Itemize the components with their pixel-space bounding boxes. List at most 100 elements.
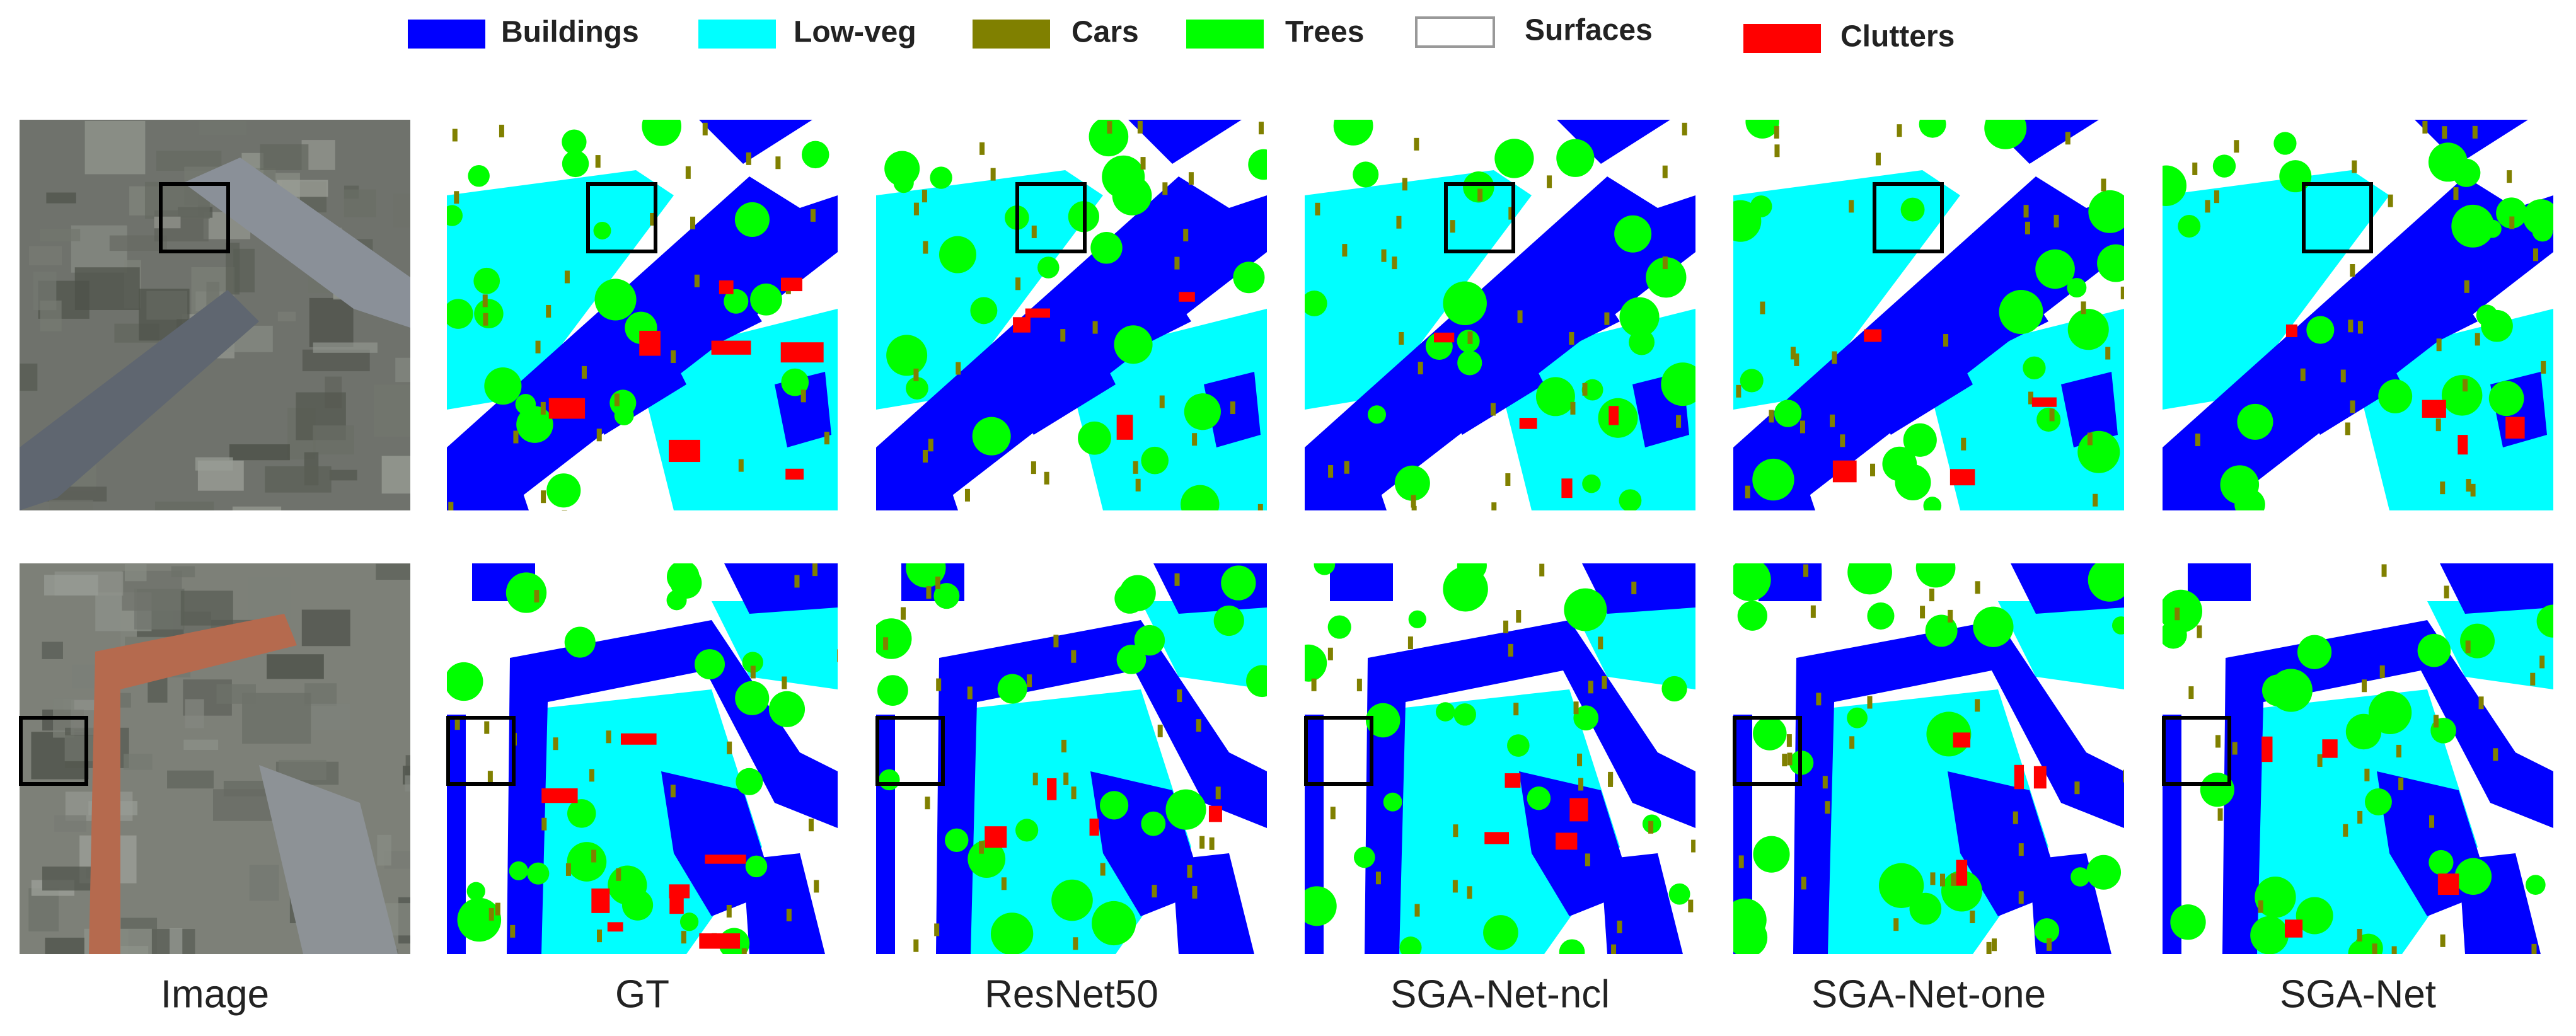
seg-car: [2398, 777, 2404, 790]
seg-tree: [2365, 788, 2392, 815]
seg-clutter: [2285, 919, 2303, 938]
seg-tree: [447, 299, 473, 329]
seg-tree: [1483, 915, 1518, 950]
seg-tree: [2452, 158, 2481, 187]
seg-clutter: [2458, 435, 2468, 455]
seg-clutter: [1484, 832, 1509, 844]
seg-tree: [734, 202, 770, 237]
seg-car: [2436, 338, 2442, 352]
seg-tree: [1119, 575, 1156, 611]
seg-tree: [1305, 644, 1327, 682]
seg-car: [541, 817, 547, 831]
seg-tree: [742, 652, 763, 673]
seg-car: [1588, 681, 1593, 694]
photo-texture: [377, 834, 391, 866]
seg-car: [1875, 153, 1881, 166]
seg-lowveg: [1305, 170, 1532, 410]
seg-tree: [1619, 297, 1660, 337]
seg-clutter: [2014, 764, 2024, 790]
seg-car: [1311, 678, 1317, 691]
seg-car: [2023, 205, 2029, 218]
seg-car: [1503, 620, 1509, 633]
seg-car: [1870, 463, 1876, 476]
seg-tree: [1737, 601, 1767, 631]
seg-car: [1215, 786, 1221, 800]
seg-tree: [2279, 160, 2312, 193]
highlight-box: [1304, 716, 1373, 786]
seg-car: [1402, 178, 1407, 191]
seg-tree: [745, 855, 768, 878]
panel: [19, 563, 410, 954]
seg-car: [553, 737, 558, 751]
seg-tree: [2250, 916, 2289, 954]
seg-car: [2300, 368, 2306, 381]
seg-car: [1803, 564, 1809, 577]
seg-tree: [2088, 563, 2124, 602]
seg-tree: [1619, 489, 1642, 510]
seg-tree: [2296, 897, 2333, 935]
seg-tree: [567, 799, 596, 828]
seg-tree: [1494, 139, 1534, 178]
panel-content: [447, 563, 838, 954]
seg-car: [900, 607, 906, 620]
seg-car: [454, 191, 459, 204]
seg-car: [1816, 693, 1822, 706]
seg-car: [2340, 369, 2346, 383]
legend-item: Clutters: [1743, 20, 1955, 54]
seg-car: [1786, 734, 1792, 747]
seg-tree: [884, 151, 920, 187]
seg-tree: [2417, 633, 2451, 667]
legend-swatch: [698, 20, 776, 49]
seg-car: [1648, 820, 1654, 834]
seg-car: [837, 649, 838, 662]
seg-car: [1662, 256, 1668, 269]
column-label: GT: [615, 972, 669, 1016]
seg-car: [671, 350, 676, 363]
seg-tree: [1878, 863, 1924, 908]
seg-tree: [666, 590, 687, 611]
panel-content: [1305, 563, 1695, 954]
seg-car: [727, 741, 732, 754]
panel: [447, 120, 838, 510]
seg-car: [2195, 434, 2200, 447]
seg-clutter: [1949, 469, 1975, 486]
seg-tree: [1999, 290, 2043, 335]
seg-car: [546, 304, 552, 318]
seg-car: [702, 122, 708, 135]
seg-tree: [2261, 674, 2294, 706]
seg-car: [2478, 696, 2484, 710]
seg-car: [775, 156, 781, 170]
seg-tree: [2071, 867, 2090, 887]
seg-clutter: [621, 733, 657, 745]
seg-car: [936, 678, 942, 691]
legend-label: Low-veg: [794, 16, 916, 49]
highlight-box: [2302, 182, 2373, 253]
seg-tree: [2481, 309, 2513, 342]
seg-tree: [2297, 635, 2332, 669]
seg-car: [1071, 786, 1077, 800]
seg-car: [534, 590, 540, 603]
seg-tree: [2067, 278, 2087, 298]
seg-tree: [1984, 120, 2027, 149]
seg-car: [1133, 461, 1138, 474]
panel-content: [2163, 120, 2553, 510]
seg-clutter: [541, 788, 578, 803]
seg-tree: [877, 675, 908, 706]
seg-clutter: [785, 468, 804, 480]
seg-car: [2188, 686, 2194, 699]
seg-tree: [1037, 256, 1060, 279]
seg-tree: [2523, 199, 2553, 235]
seg-car: [1513, 703, 1519, 716]
seg-tree: [562, 129, 587, 154]
seg-tree: [1614, 215, 1652, 253]
seg-building: [1172, 853, 1254, 954]
photo-texture: [395, 357, 410, 383]
seg-car: [1031, 225, 1037, 238]
photo-texture: [180, 590, 233, 626]
seg-tree: [447, 662, 483, 701]
legend-swatch: [1415, 16, 1495, 48]
seg-car: [1192, 433, 1198, 446]
seg-car: [2081, 301, 2086, 314]
panel: [446, 563, 838, 954]
seg-building: [743, 853, 825, 954]
